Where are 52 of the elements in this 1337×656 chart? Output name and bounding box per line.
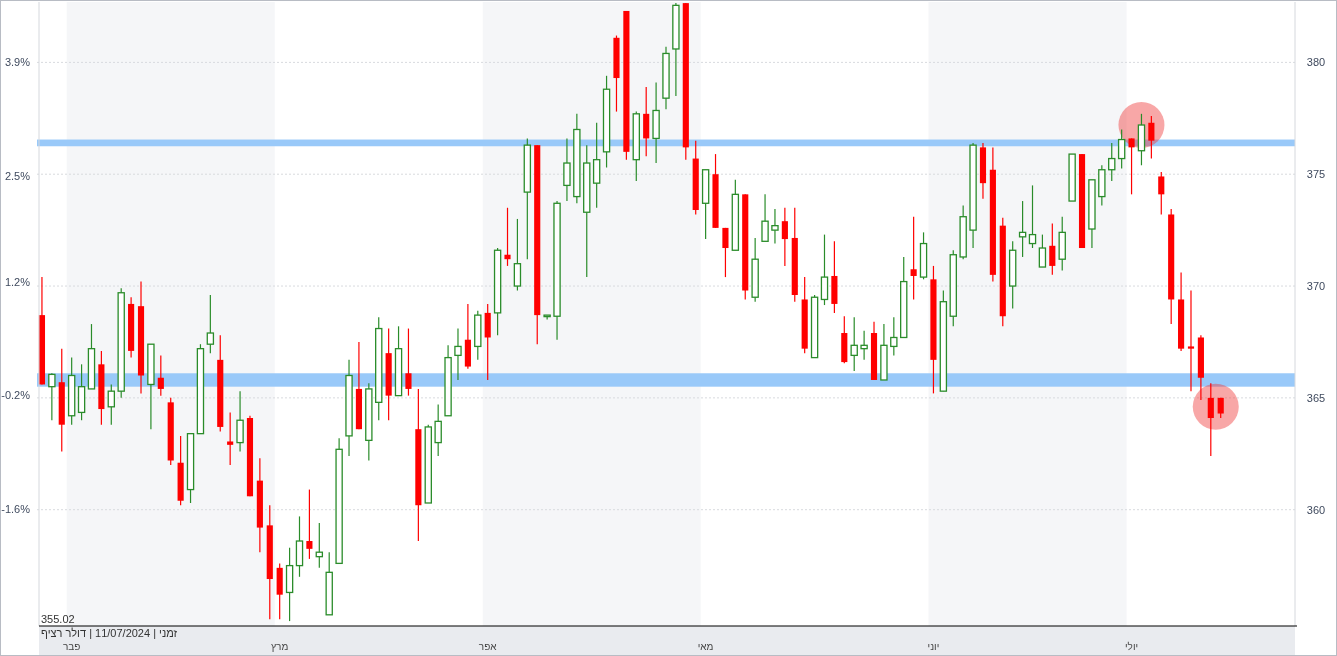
candlestick	[227, 411, 234, 466]
y2-tick-label: 1.2%	[4, 275, 31, 288]
x-tick-label: פבר	[62, 641, 81, 652]
x-tick-label: יוני	[927, 641, 940, 652]
candlestick	[157, 354, 164, 397]
candlestick	[890, 316, 898, 356]
candlestick	[1117, 128, 1126, 170]
y2-tick-label: 3.9%	[4, 56, 31, 69]
y-tick-label: 380	[1306, 56, 1326, 69]
x-tick-label: יולי	[1125, 641, 1139, 652]
candlestick	[781, 207, 788, 267]
candlestick	[1028, 184, 1037, 249]
candlestick	[860, 330, 868, 361]
candlestick	[434, 403, 442, 457]
candlestick	[1148, 115, 1155, 160]
y2-tick-label: -1.6%	[1, 503, 31, 515]
candlestick	[1128, 137, 1135, 195]
candlestick	[761, 193, 769, 242]
candlestick	[306, 488, 313, 560]
candlestick	[48, 372, 56, 421]
annotation: 355.02	[41, 613, 75, 625]
candlestick	[722, 227, 729, 278]
candlestick	[850, 316, 858, 372]
candlestick	[236, 390, 244, 453]
candlestick	[910, 216, 917, 301]
candlestick	[1187, 289, 1195, 392]
candlestick	[1108, 142, 1116, 182]
y-tick-label: 375	[1306, 168, 1326, 181]
candlestick	[771, 208, 779, 245]
y-tick-label: 365	[1306, 391, 1326, 404]
candlestick	[563, 137, 571, 202]
candlestick	[405, 327, 412, 397]
candlestick	[592, 122, 601, 209]
annotation: זמני | 11/07/2024 | דולר רציף	[41, 627, 178, 639]
candlestick	[1158, 171, 1165, 216]
y-tick-label: 360	[1306, 503, 1326, 516]
x-tick-label: מרץ	[271, 641, 289, 652]
candlestick	[1207, 382, 1214, 457]
candlestick	[820, 234, 829, 306]
candlestick	[543, 314, 551, 321]
y-tick-label: 370	[1306, 280, 1326, 293]
x-tick-label: אפר	[478, 641, 498, 652]
y2-tick-label: -0.2%	[1, 389, 31, 402]
candlestick	[206, 294, 215, 354]
candlestick	[454, 327, 462, 381]
x-tick-label: מאי	[697, 641, 714, 652]
candlestick	[107, 383, 116, 426]
y2-tick-label: 2.5%	[4, 169, 31, 182]
candlestick	[513, 218, 522, 292]
candlestick	[504, 207, 511, 267]
candlestick	[1049, 222, 1056, 276]
candlestick	[1038, 234, 1047, 268]
